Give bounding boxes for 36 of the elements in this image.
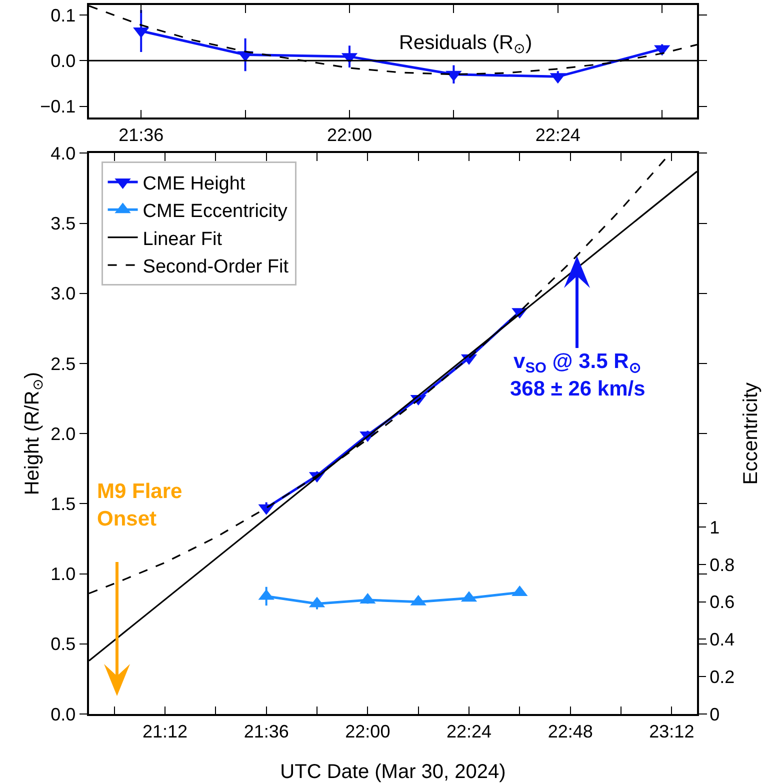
x-tick-label: 22:24	[446, 721, 492, 742]
y-tick-label: 0.0	[50, 704, 76, 724]
x-tick-label: 23:12	[649, 721, 694, 742]
x-axis-title: UTC Date (Mar 30, 2024)	[280, 761, 506, 783]
y-tick-label: 0.1	[50, 5, 76, 26]
y2-axis-title: Eccentricity	[740, 382, 762, 485]
y-tick-label: 3.0	[50, 284, 76, 304]
y-tick-label: 2.0	[50, 424, 76, 444]
y-tick-label: −0.1	[40, 96, 76, 117]
legend-label: Linear Fit	[142, 228, 223, 250]
legend-label: CME Height	[142, 173, 246, 194]
x-tick-label: 22:00	[345, 721, 390, 742]
y-tick-label: 0.5	[50, 634, 76, 654]
y-tick-label: 1.5	[50, 494, 76, 514]
y-tick-label: 4.0	[50, 143, 76, 164]
annotation: M9 Flare Onset	[97, 480, 182, 530]
x-tick-label: 22:24	[535, 125, 580, 146]
y2-tick-label: 0.8	[710, 554, 735, 575]
x-tick-label: 22:00	[326, 125, 372, 146]
legend-label: CME Eccentricity	[142, 201, 288, 222]
x-tick-label: 22:48	[548, 721, 593, 742]
y2-tick-label: 0.6	[710, 592, 735, 612]
y2-tick-label: 1	[710, 517, 720, 538]
y-tick-label: 1.0	[50, 564, 76, 584]
y-tick-label: 0.0	[50, 50, 76, 71]
legend-label: Second-Order Fit	[142, 256, 290, 278]
x-tick-label: 21:36	[244, 721, 289, 742]
y2-tick-label: 0.2	[710, 666, 735, 687]
annotation: v$_{SO}$ @ 3.5 R$_{⊙}$ 368 ± 26 km/s	[510, 350, 646, 400]
x-tick-label: 21:36	[118, 125, 164, 146]
y2-tick-label: 0.4	[710, 630, 735, 650]
x-tick-label: 21:12	[142, 721, 188, 742]
annotation: Residuals (R$_{⊙}$)	[399, 32, 532, 56]
y2-tick-label: 0	[710, 704, 720, 724]
y-tick-label: 2.5	[50, 354, 76, 374]
y-tick-label: 3.5	[50, 214, 76, 234]
